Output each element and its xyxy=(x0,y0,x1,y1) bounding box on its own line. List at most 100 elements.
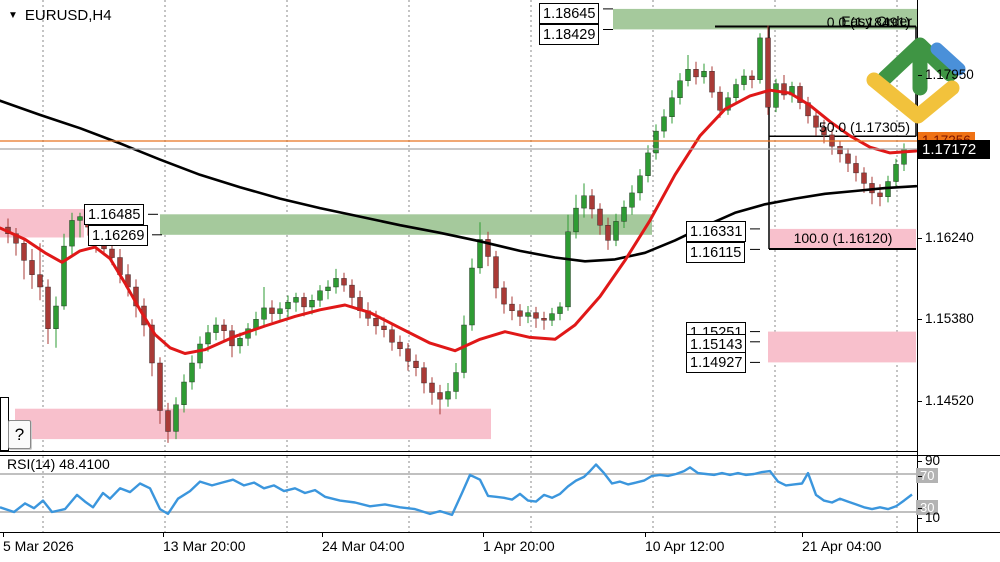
time-axis-tick xyxy=(3,533,4,537)
rsi-value-label: RSI(14) 48.4100 xyxy=(7,456,110,472)
candle xyxy=(813,110,819,136)
candle xyxy=(349,279,355,306)
candle xyxy=(573,194,579,239)
price-level-label[interactable]: 1.14927 xyxy=(686,352,747,373)
candle xyxy=(725,92,731,115)
candle xyxy=(757,33,763,84)
fib-0-label: 0.0 (1.18491) xyxy=(826,14,910,30)
demand-zone xyxy=(15,408,491,440)
fib-100-label: 100.0 (1.16120) xyxy=(793,230,893,246)
panel-separator-top[interactable] xyxy=(0,451,917,452)
rsi-gridlines xyxy=(42,456,898,532)
price-level-label[interactable]: 1.16269 xyxy=(88,225,149,246)
candle xyxy=(261,287,267,327)
time-axis-tick xyxy=(483,533,484,537)
candle xyxy=(901,143,907,171)
candle xyxy=(541,311,547,330)
help-button[interactable]: ? xyxy=(8,420,31,449)
candle xyxy=(69,212,75,256)
time-axis-label: 24 Mar 04:00 xyxy=(322,538,405,554)
time-axis-tick xyxy=(322,533,323,537)
rsi-axis-tick xyxy=(918,508,922,509)
candle xyxy=(653,124,659,160)
price-axis-label: 1.16240 xyxy=(925,229,974,245)
candle xyxy=(565,214,571,311)
candle xyxy=(157,357,163,424)
candle xyxy=(805,96,811,124)
time-axis-tick xyxy=(802,533,803,537)
price-axis-label: 1.15380 xyxy=(925,311,974,327)
candle xyxy=(533,306,539,328)
price-level-label[interactable]: 1.15143 xyxy=(686,334,747,355)
candle xyxy=(317,285,323,307)
candle xyxy=(253,311,259,336)
candle xyxy=(173,397,179,440)
rsi-axis-label: 70 xyxy=(916,468,939,483)
candle xyxy=(301,292,307,317)
candle xyxy=(733,78,739,103)
candle xyxy=(341,272,347,292)
candle xyxy=(477,222,483,274)
dropdown-arrow-icon[interactable]: ▼ xyxy=(8,10,18,21)
candle xyxy=(781,75,787,100)
candle xyxy=(333,268,339,294)
candle xyxy=(581,183,587,218)
rsi-line xyxy=(0,463,913,517)
fib-50-label: 50.0 (1.17305) xyxy=(818,119,910,135)
candle xyxy=(501,281,507,314)
time-axis-tick xyxy=(645,533,646,537)
time-axis-line xyxy=(0,532,1000,533)
candle xyxy=(245,323,251,346)
candle xyxy=(37,243,43,301)
candle xyxy=(77,212,83,238)
candle xyxy=(693,61,699,85)
symbol-timeframe-selector[interactable]: ▼ EURUSD,H4 xyxy=(8,7,112,24)
price-level-label[interactable]: 1.16331 xyxy=(686,221,747,242)
candle xyxy=(29,249,35,289)
candle xyxy=(389,324,395,351)
candle xyxy=(445,383,451,407)
ma-slow-line xyxy=(0,99,917,263)
candle xyxy=(637,169,643,201)
candle xyxy=(797,82,803,110)
rsi-panel-canvas[interactable] xyxy=(0,456,917,532)
time-axis-label: 10 Apr 12:00 xyxy=(645,538,725,554)
candle xyxy=(661,109,667,138)
rsi-axis-tick xyxy=(918,476,922,477)
price-level-label[interactable]: 1.16485 xyxy=(84,204,145,225)
price-level-label[interactable]: 1.16115 xyxy=(686,242,746,263)
candle xyxy=(405,343,411,371)
candle xyxy=(397,335,403,357)
price-level-label[interactable]: 1.18645 xyxy=(539,3,600,24)
price-axis-label: 1.17950 xyxy=(925,67,974,82)
price-axis-tick xyxy=(918,319,922,321)
supply-zone xyxy=(613,8,917,30)
time-axis-tick xyxy=(163,533,164,537)
price-axis-label: 1.14520 xyxy=(925,393,974,409)
candle xyxy=(437,384,443,415)
price-axis-tick xyxy=(918,75,922,76)
rsi-axis-tick xyxy=(918,518,922,519)
price-chart-canvas[interactable] xyxy=(0,0,917,452)
price-axis-tick xyxy=(918,401,922,403)
candle xyxy=(525,306,531,324)
candle xyxy=(181,374,187,413)
candle xyxy=(613,213,619,247)
candle xyxy=(293,292,299,312)
candle xyxy=(677,73,683,105)
candle xyxy=(853,155,859,182)
candle xyxy=(893,158,899,187)
candle xyxy=(837,140,843,163)
rsi-axis-label: 10 xyxy=(925,510,941,525)
candle xyxy=(325,280,331,300)
rsi-axis-label: 30 xyxy=(916,500,939,515)
demand-zone xyxy=(768,331,916,363)
candle xyxy=(669,90,675,124)
candle xyxy=(773,78,779,113)
candle xyxy=(357,290,363,319)
candle xyxy=(213,317,219,341)
candle xyxy=(21,237,27,280)
panel-separator-bottom[interactable] xyxy=(0,455,1000,456)
price-level-label[interactable]: 1.18429 xyxy=(539,24,600,45)
